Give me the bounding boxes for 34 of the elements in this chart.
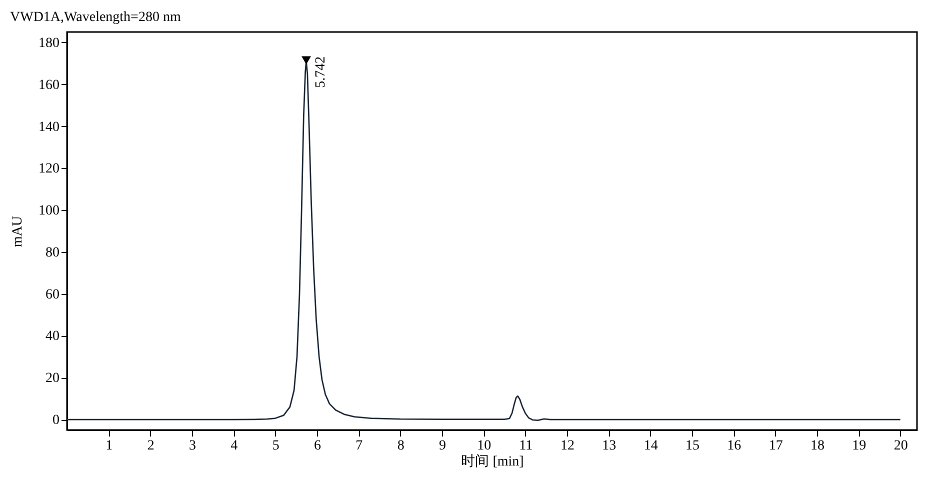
y-tick-label: 180 xyxy=(38,36,60,51)
x-tick-label: 18 xyxy=(810,438,824,454)
y-tick-label: 140 xyxy=(38,120,60,135)
x-tick-label: 7 xyxy=(356,438,363,454)
x-tick-label: 15 xyxy=(686,438,700,454)
x-tick-label: 17 xyxy=(768,438,783,454)
x-tick-label: 14 xyxy=(644,438,658,454)
x-tick-label: 4 xyxy=(230,438,238,454)
x-tick-label: 11 xyxy=(519,438,533,454)
x-axis-title: 时间 [min] xyxy=(461,454,524,470)
y-tick-label: 80 xyxy=(46,245,60,260)
y-tick-label: 0 xyxy=(52,413,60,428)
x-tick-label: 19 xyxy=(852,438,866,454)
x-tick-label: 5 xyxy=(272,438,280,454)
y-tick-label: 160 xyxy=(38,78,60,93)
y-tick-label: 100 xyxy=(38,204,60,219)
chart-title: VWD1A,Wavelength=280 nm xyxy=(10,10,181,25)
x-tick-label: 6 xyxy=(314,438,321,454)
x-tick-label: 16 xyxy=(727,438,742,454)
x-tick-label: 8 xyxy=(397,438,404,454)
x-tick-label: 20 xyxy=(894,438,908,454)
x-tick-label: 1 xyxy=(106,438,113,454)
x-tick-label: 12 xyxy=(560,438,574,454)
x-tick-label: 2 xyxy=(147,438,154,454)
annotation: 5.742 xyxy=(313,56,328,88)
x-tick-label: 13 xyxy=(602,438,616,454)
y-tick-label: 60 xyxy=(46,287,60,302)
y-axis-title: mAU xyxy=(10,216,26,248)
x-tick-label: 3 xyxy=(189,438,196,454)
x-tick-label: 9 xyxy=(439,438,446,454)
x-tick-label: 10 xyxy=(477,438,492,454)
y-tick-label: 40 xyxy=(46,329,60,344)
y-tick-label: 20 xyxy=(46,371,60,386)
y-tick-label: 120 xyxy=(38,162,60,177)
